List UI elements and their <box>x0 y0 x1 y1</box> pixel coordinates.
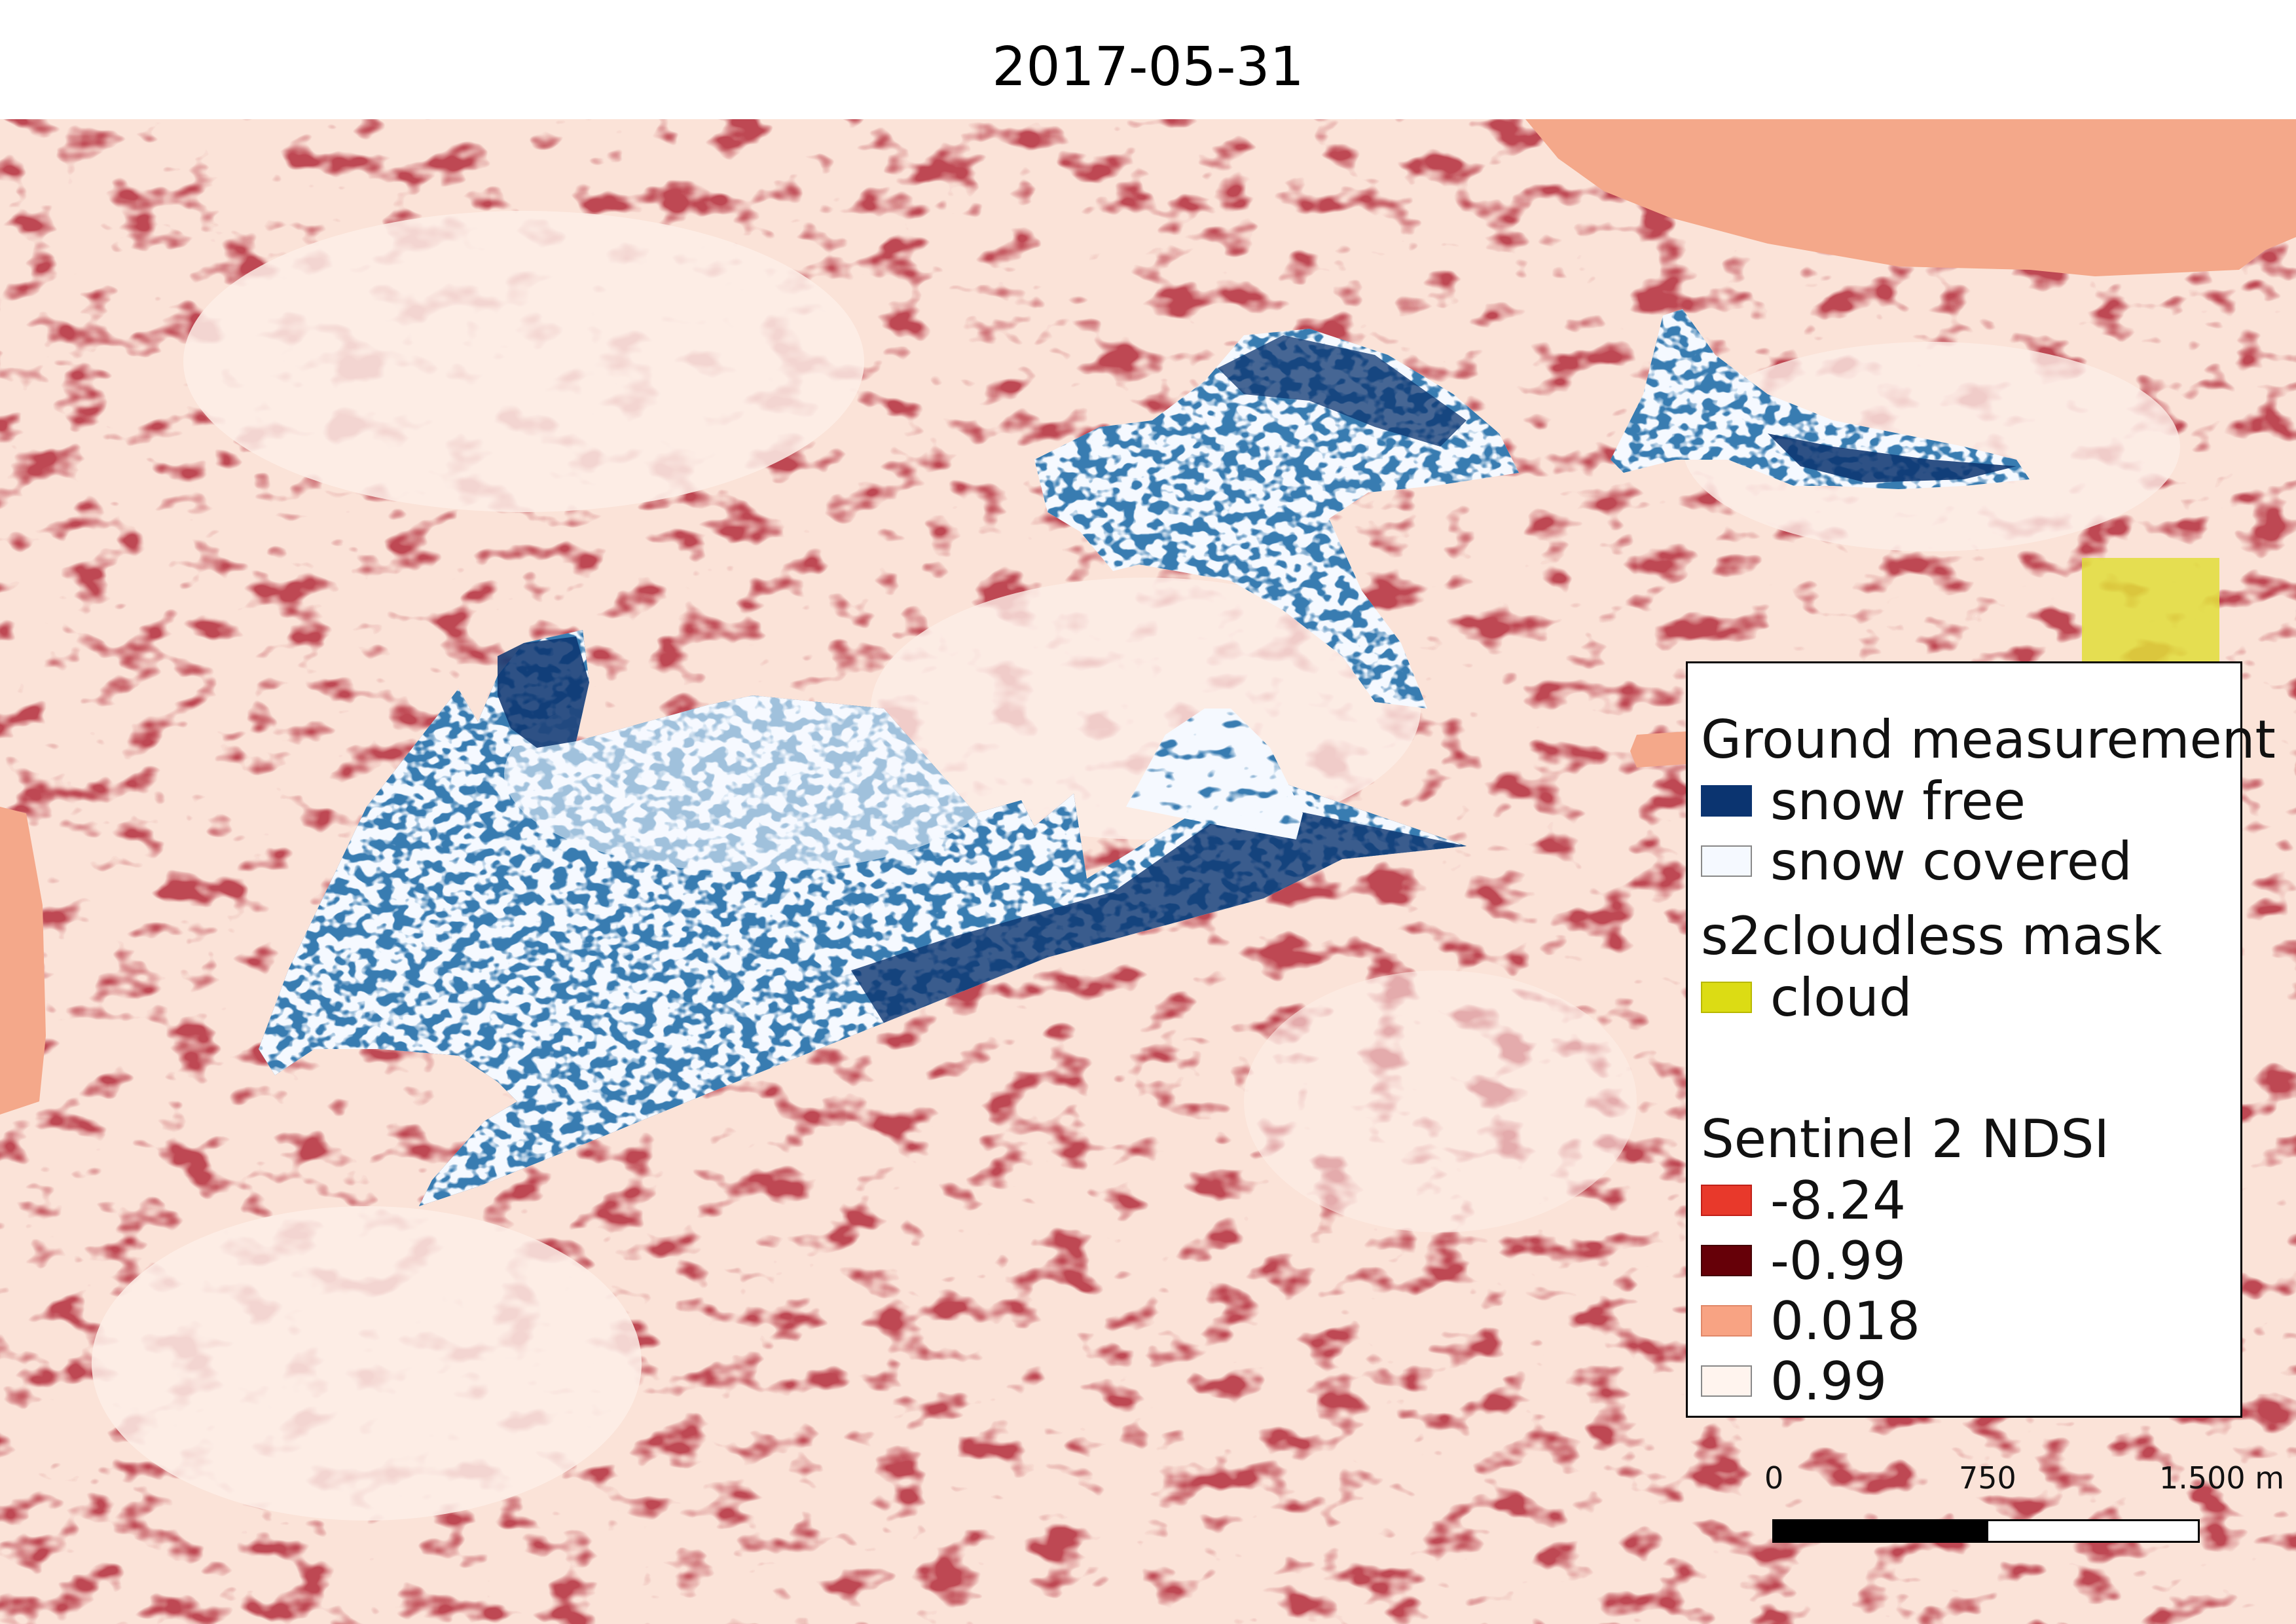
legend-ndsi-heading: Sentinel 2 NDSI <box>1701 1109 2110 1170</box>
legend-item-ndsi-1: -8.24 <box>1701 1170 1906 1231</box>
ndsi-salmon-area <box>1630 731 1686 767</box>
ground-measurement-left-lobe <box>498 637 589 748</box>
ndsi-swatch <box>1701 1185 1752 1216</box>
ndsi-swatch <box>1701 1305 1752 1337</box>
legend-cloud-heading: s2cloudless mask <box>1701 906 2162 967</box>
snow-free-swatch <box>1701 785 1752 817</box>
legend-item-ndsi-3: 0.018 <box>1701 1291 1920 1352</box>
scale-tick-750: 750 <box>1959 1460 2016 1496</box>
legend-item-snow-covered: snow covered <box>1701 831 2132 892</box>
legend-item-ndsi-2: -0.99 <box>1701 1230 1906 1291</box>
scale-bar-black-segment <box>1772 1519 1988 1543</box>
ndsi-salmon-area <box>1525 119 2296 276</box>
ndsi-swatch <box>1701 1365 1752 1397</box>
snow-free-zone <box>1768 434 2016 483</box>
ndsi-bright-patch <box>92 1206 642 1521</box>
scale-bar-white-segment <box>1986 1519 2200 1543</box>
legend-item-cloud: cloud <box>1701 967 1912 1028</box>
map-legend: Ground measurement snow free snow covere… <box>1686 661 2276 1418</box>
legend-label: 0.018 <box>1770 1290 1921 1352</box>
legend-label: cloud <box>1770 967 1912 1028</box>
ndsi-bright-patch <box>1244 970 1637 1232</box>
legend-label: snow free <box>1770 770 2026 832</box>
ndsi-salmon-area <box>0 807 46 1115</box>
legend-label: 0.99 <box>1770 1350 1887 1412</box>
scale-tick-0: 0 <box>1764 1460 1784 1496</box>
cloud-mask-patch <box>2082 558 2219 666</box>
ndsi-swatch <box>1701 1245 1752 1276</box>
legend-ground-heading: Ground measurement <box>1701 709 2276 770</box>
legend-label: -0.99 <box>1770 1230 1906 1291</box>
scale-tick-1500: 1.500 m <box>2159 1460 2285 1496</box>
snow-free-zone <box>851 800 1467 1023</box>
legend-label: -8.24 <box>1770 1170 1906 1231</box>
ndsi-bright-patch <box>183 211 864 512</box>
snow-covered-swatch <box>1701 845 1752 877</box>
snow-free-zone <box>1218 335 1467 447</box>
legend-item-snow-free: snow free <box>1701 771 2026 832</box>
scale-bar: 0 750 1.500 m <box>1761 1460 2284 1552</box>
legend-item-ndsi-4: 0.99 <box>1701 1351 1887 1412</box>
map-title: 2017-05-31 <box>992 36 1304 98</box>
legend-label: snow covered <box>1770 830 2132 892</box>
cloud-swatch <box>1701 982 1752 1013</box>
